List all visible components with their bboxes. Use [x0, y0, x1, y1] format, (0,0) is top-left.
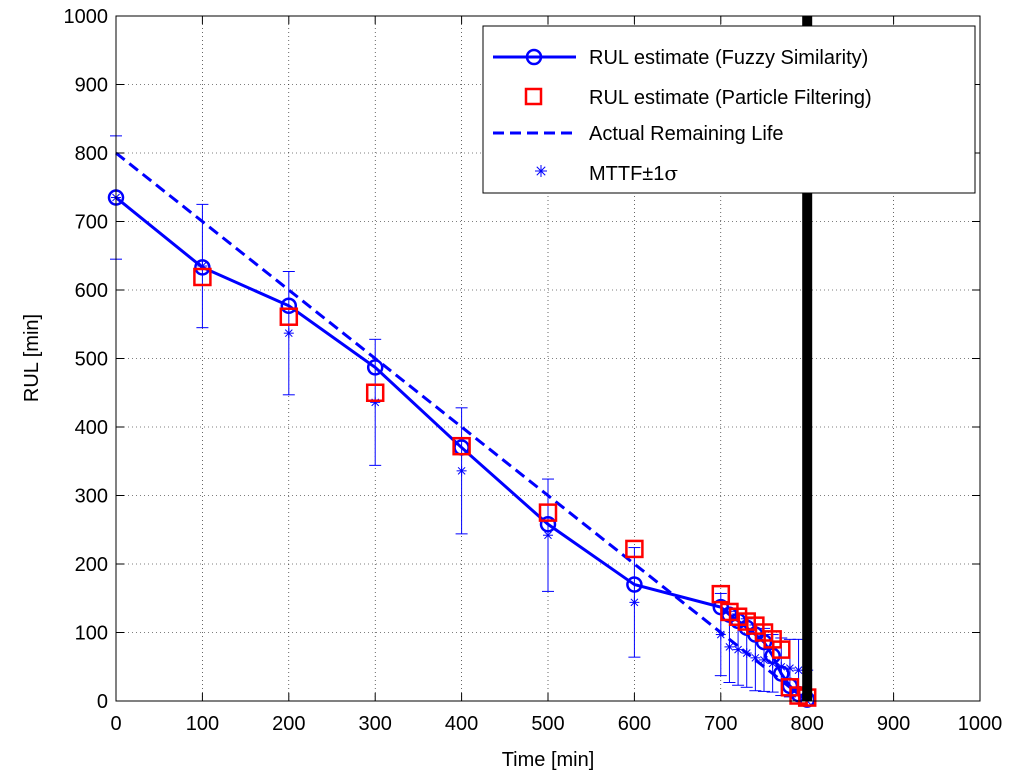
asterisk-stroke	[536, 166, 546, 176]
x-tick-label: 0	[110, 713, 121, 735]
y-axis-title: RUL [min]	[21, 314, 43, 402]
asterisk-stroke	[457, 466, 466, 475]
legend-swatch-particle-marker	[524, 87, 543, 106]
x-axis-title: Time [min]	[502, 749, 595, 771]
fuzzy-similarity-point	[626, 576, 643, 593]
y-tick-label: 100	[75, 623, 108, 645]
y-tick-label: 400	[75, 417, 108, 439]
legend-swatch-mttf-marker	[535, 165, 547, 177]
mttf-point	[543, 530, 553, 541]
particle-filtering-point	[538, 503, 558, 522]
fuzzy-similarity-point	[280, 297, 298, 315]
legend: RUL estimate (Fuzzy Similarity) RUL esti…	[482, 25, 976, 194]
mttf-point	[793, 665, 804, 676]
legend-mttf-asterisk	[535, 165, 547, 177]
mttf-point	[724, 641, 735, 652]
x-tick-label: 1000	[958, 713, 1003, 735]
y-tick-label: 900	[75, 75, 108, 97]
x-tick-label: 500	[531, 713, 564, 735]
fuzzy-similarity-point	[194, 259, 211, 276]
mttf-point	[370, 397, 381, 408]
asterisk-stroke	[725, 642, 734, 651]
actual-remaining-life-line	[115, 151, 809, 703]
mttf-point	[715, 629, 726, 640]
particle-filtering-point	[711, 584, 731, 604]
mttf-point	[456, 465, 467, 476]
asterisk-stroke	[716, 630, 725, 639]
mttf-point	[733, 644, 744, 655]
legend-label-actual: Actual Remaining Life	[589, 123, 784, 145]
asterisk-stroke	[544, 531, 552, 540]
asterisk-stroke	[734, 645, 742, 654]
x-tick-label: 800	[791, 713, 824, 735]
y-tick-label: 700	[75, 212, 108, 234]
x-tick-label: 400	[445, 713, 478, 735]
particle-filtering-point	[193, 267, 212, 287]
legend-box	[482, 25, 976, 194]
x-tick-label: 900	[877, 713, 910, 735]
asterisk-stroke	[794, 666, 803, 675]
y-tick-label: 0	[97, 691, 108, 713]
x-tick-label: 600	[618, 713, 651, 735]
y-tick-label: 300	[75, 486, 108, 508]
legend-label-mttf-sigma: σ	[664, 161, 678, 185]
fuzzy-similarity-point	[366, 359, 384, 376]
particle-filtering-point	[772, 640, 791, 659]
legend-label-mttf-prefix: MTTF±1	[589, 163, 664, 185]
particle-filtering-point	[452, 436, 471, 456]
legend-label-particle: RUL estimate (Particle Filtering)	[589, 87, 872, 109]
mttf-point	[750, 652, 761, 663]
x-tick-label: 300	[359, 713, 392, 735]
particle-filtering-point	[365, 383, 385, 402]
mttf-point	[629, 597, 640, 608]
mttf-point	[283, 328, 294, 339]
end-of-life-marker	[802, 16, 813, 701]
y-tick-label: 600	[75, 280, 108, 302]
legend-swatch-fuzzy-marker	[525, 48, 543, 66]
asterisk-stroke	[742, 649, 751, 657]
x-tick-label: 100	[186, 713, 219, 735]
y-tick-label: 500	[75, 349, 108, 371]
ticks: 0 100 200 300 400 500 600 700 800 900 1000 0 100 200 3…	[64, 6, 1003, 735]
particle-filtering-point	[625, 539, 644, 559]
y-tick-label: 1000	[64, 6, 109, 28]
mttf-point	[741, 648, 752, 659]
asterisk-stroke	[751, 653, 760, 662]
x-tick-label: 700	[704, 713, 737, 735]
particle-filtering-point	[279, 307, 299, 326]
legend-label-fuzzy: RUL estimate (Fuzzy Similarity)	[589, 47, 868, 69]
x-tick-label: 200	[272, 713, 305, 735]
end-of-life-bar	[802, 16, 813, 701]
asterisk-stroke	[284, 329, 293, 338]
fuzzy-similarity-point	[539, 516, 557, 533]
asterisk-stroke	[630, 598, 639, 607]
legend-label-mttf: MTTF±1σ	[589, 161, 678, 185]
y-tick-label: 200	[75, 554, 108, 576]
y-tick-label: 800	[75, 143, 108, 165]
fuzzy-similarity-line	[115, 196, 809, 701]
